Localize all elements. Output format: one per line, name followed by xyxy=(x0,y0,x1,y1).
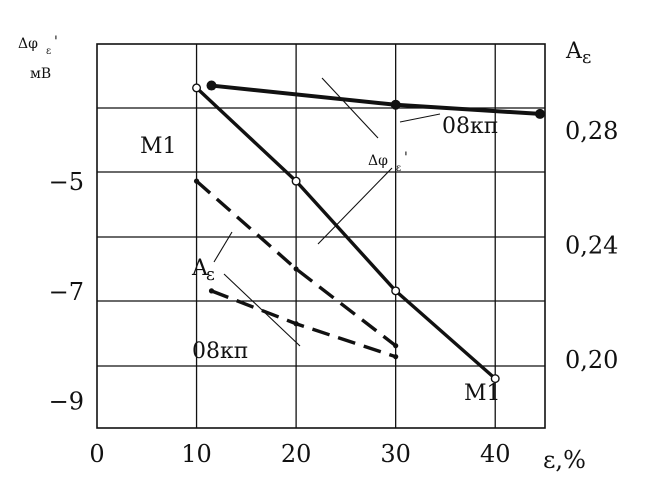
left-tick-label: −7 xyxy=(49,278,84,306)
x-tick-label: 10 xyxy=(181,440,212,468)
right-tick-label: 0,28 xyxy=(565,117,618,145)
plot-frame xyxy=(96,43,546,429)
annotation-dphi-sub: ε xyxy=(396,163,401,174)
x-tick-label: 20 xyxy=(281,440,312,468)
data-point xyxy=(293,266,299,272)
data-point xyxy=(293,321,299,327)
annotation-dphi: Δφ xyxy=(368,153,388,169)
annotation-leader xyxy=(317,167,393,245)
right-tick-label: 0,24 xyxy=(565,232,618,260)
x-tick-label: 30 xyxy=(380,440,411,468)
data-point xyxy=(390,99,401,110)
series-line-0 xyxy=(211,83,541,116)
annotation-leader xyxy=(399,113,441,123)
left-tick-label: −9 xyxy=(49,388,84,416)
tick-labels: 0 10 20 30 40 −5 −7 −9 0,28 0,24 0,20 xyxy=(49,117,619,468)
left-tick-label: −5 xyxy=(49,168,84,196)
data-point xyxy=(490,374,500,384)
series-line-1 xyxy=(195,86,497,380)
data-point xyxy=(193,178,200,184)
x-tick-label: 0 xyxy=(89,440,104,468)
annotation-leader xyxy=(223,273,301,347)
marker-layer xyxy=(192,80,546,384)
data-point xyxy=(291,176,301,186)
annotation-a-eps: A xyxy=(191,256,209,281)
data-point xyxy=(393,354,399,360)
annotation-leader xyxy=(321,77,379,139)
annotation-08kp-upper: 08кп xyxy=(442,114,498,139)
annotation-m1-lower: M1 xyxy=(464,381,501,406)
left-axis-label-prime: ' xyxy=(54,34,58,50)
data-point xyxy=(393,343,399,349)
right-axis-label-sub: ε xyxy=(582,47,591,68)
grid xyxy=(96,43,546,429)
data-point xyxy=(391,286,401,296)
data-point xyxy=(192,83,202,93)
x-axis-label: ε,% xyxy=(543,446,586,474)
leader-lines xyxy=(213,77,441,347)
data-point xyxy=(535,108,546,119)
left-axis-unit: мВ xyxy=(30,66,51,82)
left-axis-label-sub: ε xyxy=(46,46,51,57)
annotation-dphi-prime: ' xyxy=(404,150,408,166)
left-axis-label-main: Δφ xyxy=(18,36,38,52)
annotation-m1-upper: M1 xyxy=(140,134,177,159)
annotation-leader xyxy=(213,231,233,263)
right-tick-label: 0,20 xyxy=(565,346,618,374)
annotation-08kp-lower: 08кп xyxy=(192,339,248,364)
x-tick-label: 40 xyxy=(480,440,511,468)
annotation-a-eps-sub: ε xyxy=(206,265,215,285)
data-point xyxy=(208,288,215,294)
series-line-2 xyxy=(195,179,397,348)
data-point xyxy=(206,80,217,91)
right-axis-label-main: A xyxy=(565,39,583,64)
